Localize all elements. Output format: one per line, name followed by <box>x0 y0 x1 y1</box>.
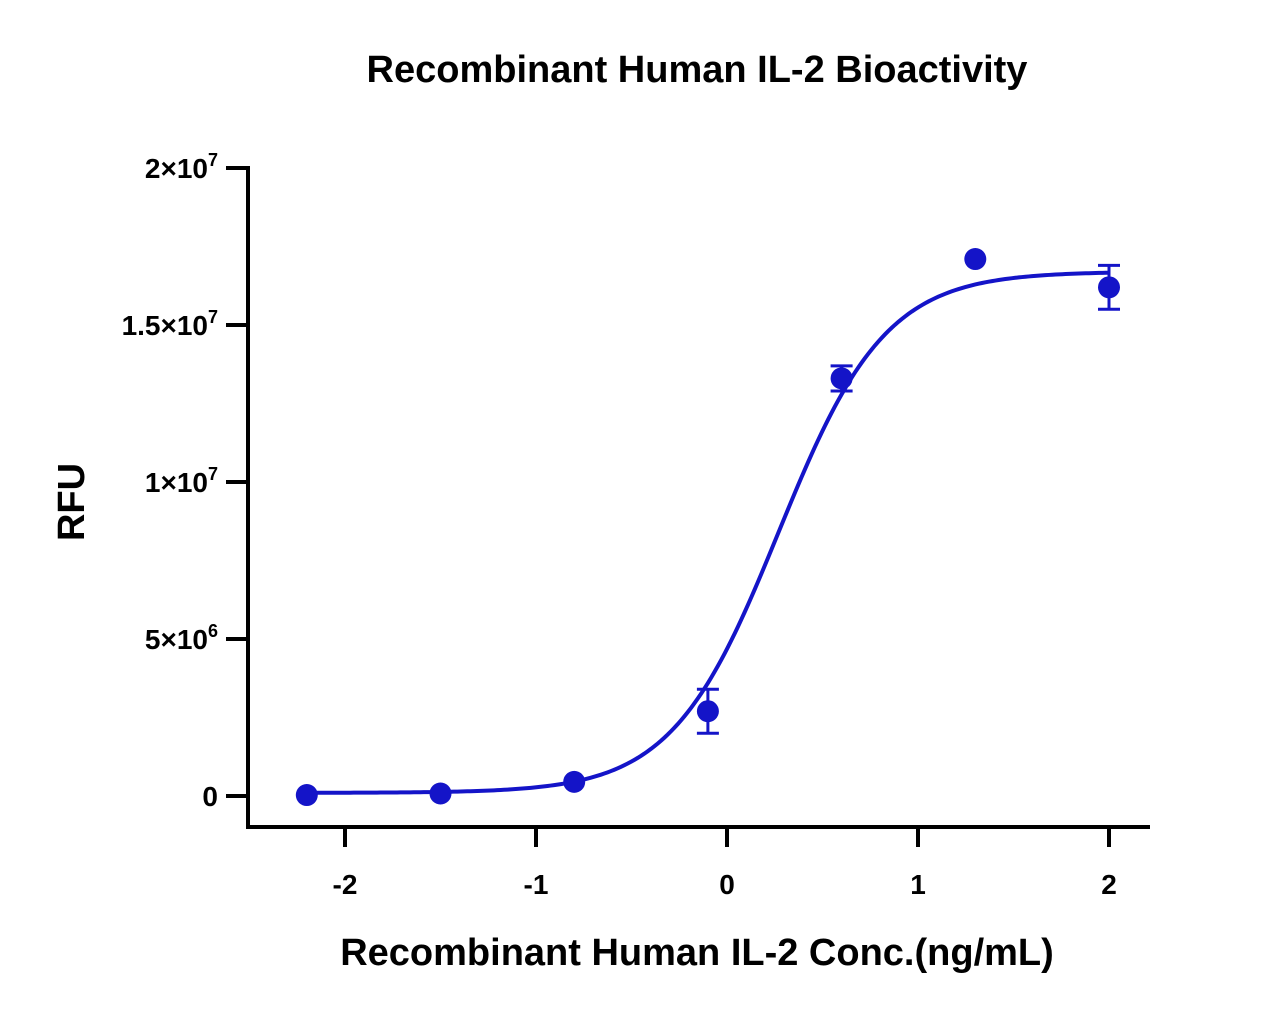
y-tick-label: 1×107 <box>145 464 218 498</box>
x-tick-label: -2 <box>333 869 358 900</box>
x-axis-label: Recombinant Human IL-2 Conc.(ng/mL) <box>340 932 1054 974</box>
chart-title: Recombinant Human IL-2 Bioactivity <box>367 49 1028 91</box>
data-point <box>1098 276 1120 299</box>
data-point <box>696 700 719 723</box>
x-tick-label: 2 <box>1101 869 1117 900</box>
data-point <box>295 784 318 807</box>
y-tick-label: 5×106 <box>145 621 218 655</box>
y-tick-label: 1.5×107 <box>122 307 218 341</box>
data-point <box>563 770 586 793</box>
x-tick-label: 0 <box>719 869 735 900</box>
y-tick-label: 2×107 <box>145 150 218 184</box>
axes: 0 5×106 1×107 1.5×107 2×107 -2 -1 0 1 2 <box>122 150 1150 900</box>
data-point <box>429 782 452 805</box>
data-point <box>830 367 853 390</box>
data-point <box>964 248 987 271</box>
y-axis-label: RFU <box>51 463 93 541</box>
x-tick-label: 1 <box>910 869 926 900</box>
y-tick-label: 0 <box>202 781 218 812</box>
data-points-group <box>295 248 1120 807</box>
x-tick-label: -1 <box>524 869 549 900</box>
